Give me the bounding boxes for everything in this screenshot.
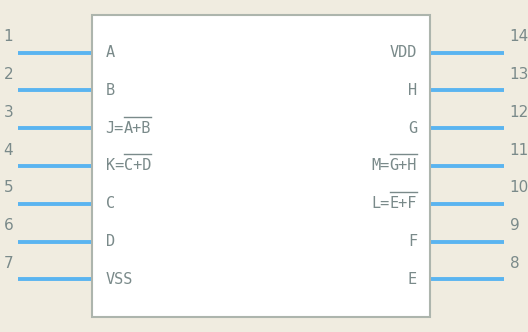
Text: C: C: [106, 196, 115, 211]
Text: 14: 14: [510, 29, 528, 44]
Text: B: B: [106, 83, 115, 98]
Text: 10: 10: [510, 180, 528, 196]
Text: A: A: [106, 45, 115, 60]
Text: 3: 3: [4, 105, 13, 120]
Text: VSS: VSS: [106, 272, 133, 287]
Text: 2: 2: [4, 67, 13, 82]
Text: 12: 12: [510, 105, 528, 120]
Text: 13: 13: [510, 67, 528, 82]
Text: 4: 4: [4, 143, 13, 158]
Text: 8: 8: [510, 256, 519, 271]
Text: G: G: [408, 121, 417, 136]
Bar: [92, 15, 430, 317]
Text: VDD: VDD: [390, 45, 417, 60]
Text: G+H: G+H: [390, 158, 417, 174]
Text: C+D: C+D: [124, 158, 152, 174]
Text: 7: 7: [4, 256, 13, 271]
Text: M=: M=: [371, 158, 390, 174]
Text: 9: 9: [510, 218, 519, 233]
Text: J=: J=: [106, 121, 124, 136]
Text: 6: 6: [4, 218, 13, 233]
Text: A+B: A+B: [124, 121, 152, 136]
Text: L=: L=: [371, 196, 390, 211]
Text: 5: 5: [4, 180, 13, 196]
Text: 1: 1: [4, 29, 13, 44]
Text: K=: K=: [106, 158, 124, 174]
Text: E: E: [408, 272, 417, 287]
Text: F: F: [408, 234, 417, 249]
Text: D: D: [106, 234, 115, 249]
Text: 11: 11: [510, 143, 528, 158]
Text: E+F: E+F: [390, 196, 417, 211]
Text: H: H: [408, 83, 417, 98]
